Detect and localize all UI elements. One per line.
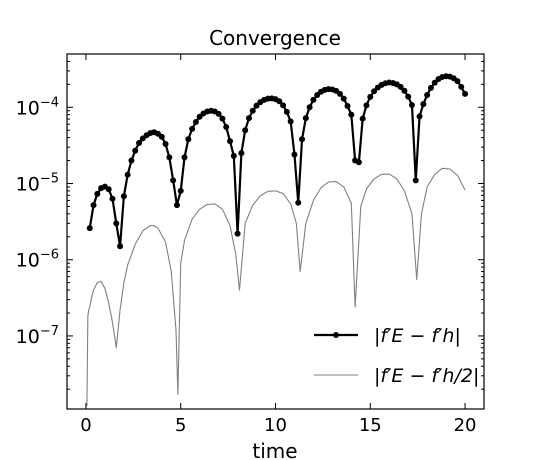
- x-tick-label: 10: [264, 415, 287, 436]
- data-point: [420, 101, 427, 108]
- data-point: [283, 108, 290, 115]
- data-point: [397, 83, 404, 90]
- data-point: [299, 136, 306, 143]
- data-point: [336, 90, 343, 97]
- data-point: [109, 195, 116, 202]
- data-point: [302, 115, 309, 122]
- data-point: [90, 202, 97, 209]
- data-point: [105, 186, 112, 193]
- data-point: [458, 83, 465, 90]
- x-tick-label: 15: [359, 415, 382, 436]
- data-point: [427, 84, 434, 91]
- data-point: [355, 159, 362, 166]
- data-point: [424, 91, 431, 98]
- y-tick-exponent: −4: [40, 95, 59, 110]
- y-tick-label: 10−5: [16, 171, 59, 195]
- series-layer: [86, 73, 469, 407]
- data-point: [128, 157, 135, 164]
- data-point: [371, 88, 378, 95]
- data-point: [162, 140, 169, 147]
- data-point: [454, 78, 461, 85]
- y-axis-ticks: 10−710−610−510−4: [16, 53, 484, 390]
- y-tick-exponent: −7: [40, 324, 59, 339]
- x-tick-label: 20: [454, 415, 477, 436]
- data-point: [462, 90, 469, 97]
- data-point: [234, 230, 241, 237]
- data-point: [185, 136, 192, 143]
- series-line-1: [86, 167, 466, 407]
- data-point: [416, 113, 423, 120]
- legend-label: |f′E − f′h/2|: [374, 365, 479, 387]
- legend-swatch-marker: [333, 332, 339, 338]
- data-point: [363, 102, 370, 109]
- data-point: [405, 93, 412, 100]
- data-point: [287, 118, 294, 125]
- data-point: [408, 102, 415, 109]
- data-point: [310, 96, 317, 103]
- data-point: [227, 138, 234, 145]
- y-tick-label: 10−6: [16, 248, 59, 272]
- data-point: [401, 87, 408, 94]
- data-point: [359, 115, 366, 122]
- data-point: [124, 171, 131, 178]
- data-point: [276, 98, 283, 105]
- data-point: [219, 115, 226, 122]
- x-axis-ticks: 0 5 10 15 20: [80, 54, 476, 436]
- x-axis-label: time: [252, 439, 297, 460]
- y-tick-label: 10−4: [16, 95, 59, 119]
- data-point: [113, 220, 120, 227]
- x-tick-label: 5: [175, 415, 186, 436]
- data-point: [94, 190, 101, 197]
- y-tick-base: 10: [16, 173, 40, 195]
- data-point: [230, 152, 237, 159]
- y-tick-base: 10: [16, 326, 40, 348]
- legend-frame: [302, 316, 476, 398]
- legend-label: |f′E − f′h|: [374, 325, 461, 347]
- data-point: [348, 111, 355, 118]
- data-point: [181, 154, 188, 161]
- data-point: [158, 133, 165, 140]
- data-point: [245, 115, 252, 122]
- data-point: [166, 154, 173, 161]
- data-point: [136, 139, 143, 146]
- data-point: [431, 79, 438, 86]
- data-point: [367, 93, 374, 100]
- data-point: [295, 199, 302, 206]
- data-point: [117, 243, 124, 250]
- data-point: [215, 110, 222, 117]
- data-point: [340, 95, 347, 102]
- x-tick-label: 0: [80, 415, 91, 436]
- chart-title: Convergence: [209, 26, 341, 50]
- y-tick-exponent: −5: [40, 171, 59, 186]
- data-point: [280, 102, 287, 109]
- y-tick-exponent: −6: [40, 248, 59, 263]
- legend: |f′E − f′h| |f′E − f′h/2|: [302, 316, 479, 398]
- data-point: [291, 151, 298, 158]
- y-tick-label: 10−7: [16, 324, 59, 348]
- data-point: [223, 124, 230, 131]
- data-point: [238, 150, 245, 157]
- data-point: [189, 125, 196, 132]
- data-point: [344, 102, 351, 109]
- data-point: [120, 193, 127, 200]
- data-point: [132, 147, 139, 154]
- data-point: [253, 102, 260, 109]
- y-tick-base: 10: [16, 250, 40, 272]
- data-point: [177, 187, 184, 194]
- y-tick-base: 10: [16, 97, 40, 119]
- data-point: [170, 177, 177, 184]
- data-point: [192, 119, 199, 126]
- data-point: [306, 104, 313, 111]
- data-point: [86, 225, 93, 232]
- data-point: [173, 202, 180, 209]
- data-point: [249, 107, 256, 114]
- data-point: [242, 127, 249, 134]
- data-point: [412, 177, 419, 184]
